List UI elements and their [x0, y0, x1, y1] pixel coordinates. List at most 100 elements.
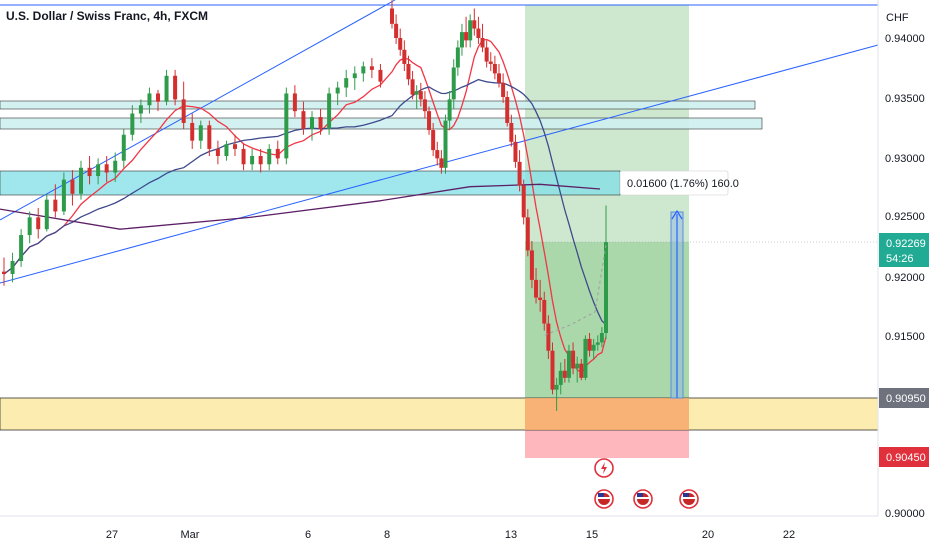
candle	[53, 184, 58, 218]
candle	[472, 8, 477, 36]
candle	[198, 120, 203, 149]
event-lightning-icon[interactable]	[594, 458, 614, 478]
candle	[431, 122, 436, 156]
y-tick-label: 0.91500	[885, 331, 925, 343]
candle-body	[459, 32, 464, 48]
candle-body	[509, 122, 514, 142]
candle	[215, 140, 220, 165]
candle	[36, 207, 41, 239]
candle-body	[546, 323, 551, 351]
candle-body	[455, 47, 460, 68]
candle	[121, 128, 126, 168]
candle-body	[575, 363, 580, 369]
candle-body	[190, 122, 195, 141]
candle-body	[36, 217, 41, 230]
candle	[335, 81, 340, 106]
candle	[591, 338, 596, 359]
candle	[398, 28, 403, 56]
countdown-label: 54:26	[886, 253, 914, 265]
candle-body	[173, 75, 178, 100]
candle-body	[207, 125, 212, 149]
measure-arrow-head	[671, 209, 683, 220]
candle	[156, 89, 160, 112]
candle-body	[130, 113, 135, 135]
candle	[546, 315, 551, 359]
lightning-icon	[601, 462, 607, 474]
candle-body	[468, 20, 473, 41]
candle-body	[198, 125, 203, 141]
candle-body	[284, 93, 289, 159]
candle	[70, 170, 75, 206]
y-tick-label: 0.92500	[885, 211, 925, 223]
candle	[267, 144, 272, 171]
candle	[250, 148, 255, 171]
projection-path	[544, 244, 607, 336]
candle	[484, 40, 489, 68]
candle-body	[147, 93, 152, 106]
y-tick-label: 0.92000	[885, 272, 925, 284]
x-tick-label: 20	[702, 529, 714, 541]
candle	[147, 87, 152, 114]
candle-body	[476, 28, 481, 38]
candle	[604, 205, 608, 339]
candle	[447, 91, 452, 131]
candle	[464, 16, 469, 48]
candle	[113, 152, 118, 182]
candle	[414, 85, 419, 109]
candle-body	[181, 99, 186, 123]
trendlines-layer	[0, 0, 879, 284]
candle-body	[19, 235, 24, 262]
candle-body	[484, 47, 489, 62]
candle	[554, 377, 559, 411]
candle-body	[538, 297, 543, 300]
candle	[284, 87, 289, 165]
candle	[173, 69, 178, 106]
title-bg	[0, 6, 205, 24]
candle	[233, 134, 237, 156]
candle-body	[267, 148, 272, 165]
candle	[455, 40, 460, 76]
candle-body	[301, 111, 306, 129]
event-us-flag-icon[interactable]	[633, 489, 653, 509]
event-us-flag-icon[interactable]	[679, 489, 699, 509]
candle-body	[554, 384, 559, 390]
candle	[451, 59, 456, 109]
candle	[104, 156, 109, 182]
candle	[468, 14, 473, 48]
candle-body	[513, 141, 518, 162]
flag-canton	[598, 493, 604, 497]
candle	[476, 16, 481, 44]
entry-price-label: 0.90950	[886, 393, 926, 405]
candle	[422, 91, 427, 119]
candle-body	[327, 93, 332, 129]
candle-body	[517, 161, 522, 186]
candle-body	[335, 87, 340, 94]
candle	[344, 69, 349, 97]
candle-body	[215, 148, 220, 156]
x-tick-label: 8	[384, 529, 390, 541]
candle-body	[550, 350, 555, 390]
candle	[562, 358, 567, 383]
event-us-flag-icon[interactable]	[594, 489, 614, 509]
flag-canton	[683, 493, 689, 497]
moving-averages-layer	[0, 38, 607, 374]
candle	[501, 73, 506, 103]
candle-body	[418, 91, 423, 100]
candle-body	[369, 66, 374, 70]
supply-zone-main	[0, 170, 621, 196]
stop-price-badge	[879, 447, 929, 467]
candle-body	[579, 363, 584, 378]
candle	[241, 144, 246, 171]
candle	[513, 134, 518, 168]
measure-label: 0.01600 (1.76%) 160.0	[627, 178, 739, 190]
candle-body	[472, 20, 477, 29]
candle-body	[121, 134, 126, 161]
candle-body	[492, 63, 497, 74]
candle	[378, 63, 383, 88]
candle-body	[344, 78, 349, 88]
candle	[459, 23, 464, 56]
candle-body	[558, 370, 563, 385]
candle	[327, 87, 332, 135]
candle-body	[79, 167, 83, 194]
